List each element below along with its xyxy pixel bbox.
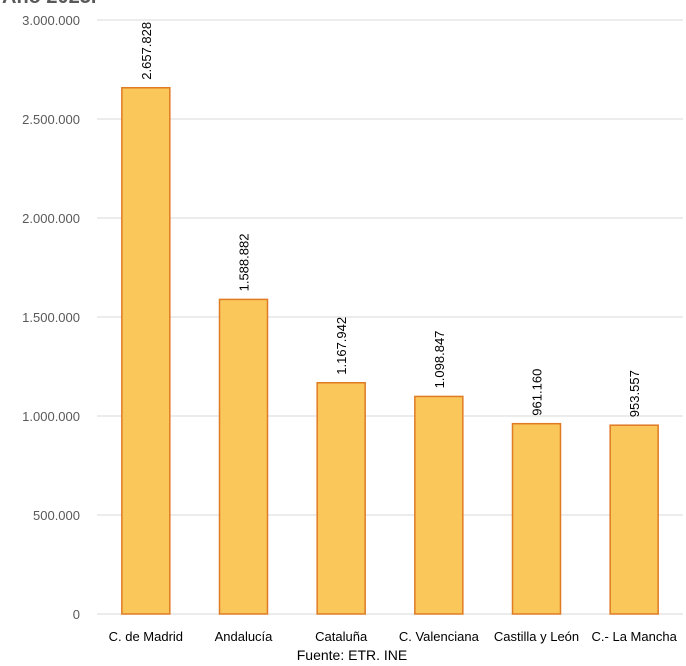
- bar: [121, 87, 171, 615]
- data-label: 961.160: [530, 369, 545, 416]
- data-label: 1.588.882: [237, 234, 252, 292]
- data-label: 953.557: [627, 370, 642, 417]
- category-label: Castilla y León: [494, 629, 579, 644]
- y-tick-label: 500.000: [33, 508, 80, 523]
- y-tick-label: 1.000.000: [22, 409, 80, 424]
- bar: [609, 424, 659, 615]
- category-label: Andalucía: [215, 629, 274, 644]
- bar: [414, 395, 464, 615]
- category-label: Cataluña: [315, 629, 368, 644]
- bar: [316, 381, 366, 615]
- y-tick-label: 2.000.000: [22, 211, 80, 226]
- y-tick-label: 1.500.000: [22, 310, 80, 325]
- bar: [511, 422, 562, 615]
- data-label: 1.098.847: [432, 331, 447, 389]
- y-tick-label: 0: [73, 607, 80, 622]
- y-tick-label: 3.000.000: [22, 13, 80, 28]
- data-label: 2.657.828: [139, 22, 154, 80]
- bar: [218, 298, 269, 615]
- source-label: Fuente: ETR. INE: [297, 647, 407, 663]
- category-label: C.- La Mancha: [592, 629, 678, 644]
- data-label: 1.167.942: [334, 317, 349, 375]
- y-tick-label: 2.500.000: [22, 112, 80, 127]
- chart-title: Año 2023.: [2, 0, 96, 9]
- category-label: C. Valenciana: [399, 629, 480, 644]
- category-label: C. de Madrid: [109, 629, 183, 644]
